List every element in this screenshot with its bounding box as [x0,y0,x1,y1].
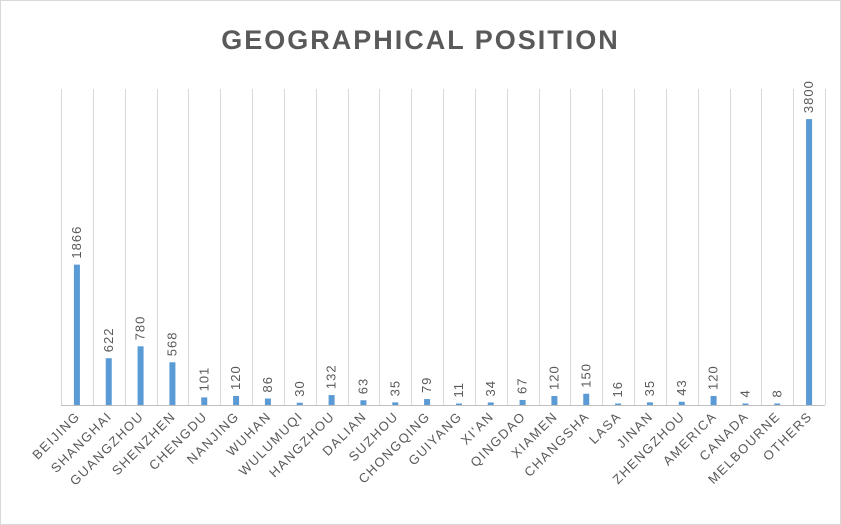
bar-zhengzhou [678,401,685,405]
data-label: 86 [260,376,275,392]
bar-jinan [646,402,653,405]
bar-guiyang [455,403,462,405]
data-label: 150 [578,363,593,388]
bar-chengdu [201,397,208,405]
bar-wulumuqi [296,402,303,405]
bar-guangzhou [137,346,144,405]
data-label: 35 [642,380,657,396]
data-label: 120 [228,365,243,390]
data-label: 120 [546,365,561,390]
data-label: 34 [483,380,498,396]
data-label: 43 [674,379,689,395]
data-label: 8 [769,389,784,397]
bar-hangzhou [328,395,335,405]
bar-xi-an [487,402,494,405]
bar-changsha [583,393,590,405]
bar-shenzhen [169,362,176,405]
bar-others [806,119,813,405]
bar-nanjing [233,395,240,405]
data-label: 4 [737,389,752,397]
bar-america [710,395,717,405]
data-label: 30 [292,380,307,396]
bar-beijing [73,264,80,405]
chart-title: GEOGRAPHICAL POSITION [221,25,620,55]
data-label: 120 [706,365,721,390]
data-label: 63 [355,378,370,394]
data-label: 35 [387,380,402,396]
bar-qingdao [519,399,526,405]
data-label: 67 [515,377,530,393]
bar-suzhou [392,402,399,405]
bar-shanghai [105,358,112,405]
bar-canada [742,403,749,405]
data-label: 780 [133,316,148,341]
data-label: 622 [101,327,116,352]
data-label: 568 [164,332,179,357]
data-label: 101 [196,367,211,392]
bar-wuhan [264,398,271,405]
bar-dalian [360,400,367,405]
data-label: 3800 [801,80,816,113]
data-label: 132 [324,364,339,389]
data-label: 1866 [69,226,84,259]
data-label: 79 [419,377,434,393]
bar-lasa [615,403,622,405]
data-label: 11 [451,382,466,398]
bar-xiamen [551,395,558,405]
bar-melbourne [774,403,781,405]
bar-chongqing [424,399,431,405]
data-label: 16 [610,381,625,397]
